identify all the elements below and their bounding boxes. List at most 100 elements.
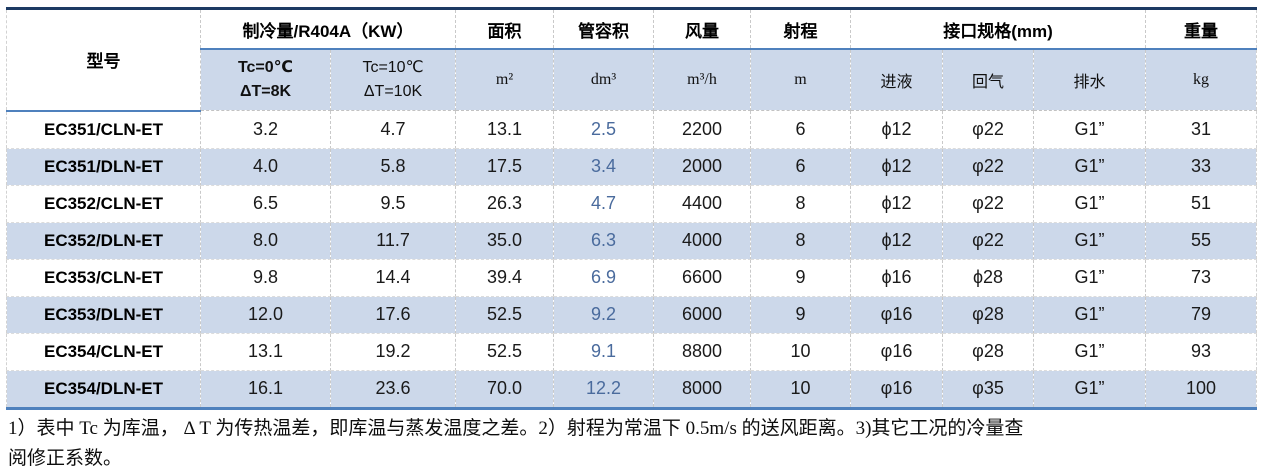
tc10-line2: ΔT=10K — [363, 83, 423, 100]
value-cell: G1” — [1033, 110, 1147, 149]
value-cell: 55 — [1145, 222, 1257, 260]
value-cell: 6000 — [653, 296, 751, 334]
value-cell: φ22 — [942, 148, 1034, 186]
tc10-subheader: Tc=10℃ ΔT=10K — [330, 49, 456, 111]
value-cell: 9.8 — [200, 259, 331, 297]
airflow-header: 风量 — [653, 8, 751, 50]
value-cell: φ28 — [942, 296, 1034, 334]
value-cell: φ16 — [850, 370, 943, 408]
value-cell: 3.2 — [200, 110, 331, 149]
value-cell: 33 — [1145, 148, 1257, 186]
value-cell: φ22 — [942, 110, 1034, 149]
value-cell: φ16 — [850, 296, 943, 334]
value-cell: 16.1 — [200, 370, 331, 408]
weight-header: 重量 — [1145, 8, 1257, 50]
value-cell: 31 — [1145, 110, 1257, 149]
spec-table: 型号 制冷量/R404A（KW） 面积 管容积 风量 射程 接口规格(mm) 重… — [6, 7, 1258, 410]
value-cell: 93 — [1145, 333, 1257, 371]
value-cell: 6 — [750, 148, 851, 186]
value-cell: 6.3 — [553, 222, 654, 260]
port-in-subheader: 进液 — [850, 49, 943, 111]
value-cell: 2.5 — [553, 110, 654, 149]
value-cell: ϕ16 — [850, 259, 943, 297]
value-cell: 17.5 — [455, 148, 554, 186]
tc10-line1: Tc=10℃ — [362, 59, 424, 76]
value-cell: 3.4 — [553, 148, 654, 186]
throw-header: 射程 — [750, 8, 851, 50]
table-row: EC353/CLN-ET 9.8 14.4 39.4 6.9 6600 9 ϕ16 ϕ28 G1”… — [6, 259, 1257, 297]
table-row: EC354/CLN-ET 13.1 19.2 52.5 9.1 8800 10 φ16 φ28 G… — [6, 333, 1257, 371]
value-cell: G1” — [1033, 370, 1147, 408]
model-column-header: 型号 — [6, 8, 201, 112]
value-cell: 17.6 — [330, 296, 456, 334]
header-row-1: 型号 制冷量/R404A（KW） 面积 管容积 风量 射程 接口规格(mm) 重… — [6, 8, 1257, 112]
value-cell: 6.9 — [553, 259, 654, 297]
model-cell: EC353/CLN-ET — [6, 259, 201, 297]
tc0-line1: Tc=0℃ — [237, 59, 294, 76]
value-cell: 10 — [750, 370, 851, 408]
value-cell: 9.2 — [553, 296, 654, 334]
model-cell: EC352/CLN-ET — [6, 185, 201, 223]
value-cell: 13.1 — [200, 333, 331, 371]
value-cell: 8.0 — [200, 222, 331, 260]
value-cell: 8 — [750, 185, 851, 223]
value-cell: 9.1 — [553, 333, 654, 371]
value-cell: 79 — [1145, 296, 1257, 334]
value-cell: ϕ28 — [942, 259, 1034, 297]
table-row: EC354/DLN-ET 16.1 23.6 70.0 12.2 8000 10 φ16 φ35… — [6, 370, 1257, 408]
model-cell: EC351/CLN-ET — [6, 110, 201, 149]
value-cell: 4.0 — [200, 148, 331, 186]
value-cell: 12.0 — [200, 296, 331, 334]
value-cell: ϕ12 — [850, 185, 943, 223]
value-cell: 51 — [1145, 185, 1257, 223]
value-cell: 4400 — [653, 185, 751, 223]
value-cell: 6600 — [653, 259, 751, 297]
value-cell: 35.0 — [455, 222, 554, 260]
value-cell: 9 — [750, 296, 851, 334]
port-drain-subheader: 排水 — [1033, 49, 1147, 111]
value-cell: 9 — [750, 259, 851, 297]
cooling-capacity-header: 制冷量/R404A（KW） — [200, 8, 456, 50]
port-spec-header: 接口规格(mm) — [850, 8, 1147, 50]
value-cell: 8 — [750, 222, 851, 260]
table-row: EC351/DLN-ET 4.0 5.8 17.5 3.4 2000 6 ϕ12 φ22 G1” 3… — [6, 148, 1257, 186]
tube-volume-header: 管容积 — [553, 8, 654, 50]
value-cell: 10 — [750, 333, 851, 371]
weight-unit: kg — [1145, 49, 1257, 111]
value-cell: 2000 — [653, 148, 751, 186]
value-cell: 4.7 — [553, 185, 654, 223]
value-cell: ϕ12 — [850, 110, 943, 149]
table-body: EC351/CLN-ET 3.2 4.7 13.1 2.5 2200 6 ϕ12 φ22 G1” 3… — [6, 110, 1257, 408]
value-cell: 9.5 — [330, 185, 456, 223]
value-cell: 19.2 — [330, 333, 456, 371]
value-cell: G1” — [1033, 333, 1147, 371]
header-row-2: Tc=0℃ ΔT=8K Tc=10℃ ΔT=10K m² dm³ m³/h m … — [7, 49, 1257, 111]
footnote-line-1: 1）表中 Tc 为库温， Δ T 为传热温差，即库温与蒸发温度之差。2）射程为常… — [8, 417, 1024, 439]
value-cell: 26.3 — [455, 185, 554, 223]
value-cell: 70.0 — [455, 370, 554, 408]
throw-unit: m — [750, 49, 851, 111]
value-cell: ϕ12 — [850, 222, 943, 260]
airflow-unit: m³/h — [653, 49, 751, 111]
value-cell: φ16 — [850, 333, 943, 371]
value-cell: φ35 — [942, 370, 1034, 408]
value-cell: 13.1 — [455, 110, 554, 149]
value-cell: 6.5 — [200, 185, 331, 223]
value-cell: G1” — [1033, 296, 1147, 334]
value-cell: 8800 — [653, 333, 751, 371]
tc0-subheader: Tc=0℃ ΔT=8K — [200, 49, 331, 111]
value-cell: φ22 — [942, 185, 1034, 223]
table-row: EC352/DLN-ET 8.0 11.7 35.0 6.3 4000 8 ϕ12 φ22 G1”… — [6, 222, 1257, 260]
value-cell: 5.8 — [330, 148, 456, 186]
value-cell: φ28 — [942, 333, 1034, 371]
value-cell: 12.2 — [553, 370, 654, 408]
table-row: EC352/CLN-ET 6.5 9.5 26.3 4.7 4400 8 ϕ12 φ22 G1” 5… — [6, 185, 1257, 223]
model-cell: EC353/DLN-ET — [6, 296, 201, 334]
value-cell: 73 — [1145, 259, 1257, 297]
value-cell: 4000 — [653, 222, 751, 260]
value-cell: 39.4 — [455, 259, 554, 297]
value-cell: 4.7 — [330, 110, 456, 149]
value-cell: 6 — [750, 110, 851, 149]
port-out-subheader: 回气 — [942, 49, 1034, 111]
value-cell: 52.5 — [455, 296, 554, 334]
